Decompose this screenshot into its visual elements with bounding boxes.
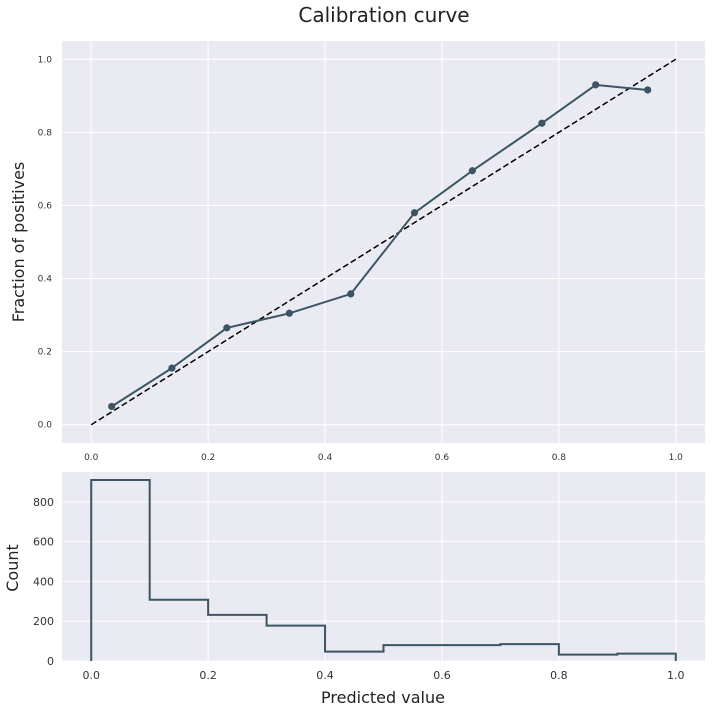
histogram-x-tick-label: 0.6	[433, 669, 451, 682]
calibration-point	[410, 209, 419, 217]
histogram-tick-labels: 0.0 0.2 0.4 0.6 0.8 1.0 0 200 400 600 800	[33, 496, 685, 682]
calibration-point	[592, 81, 600, 89]
histogram-marks	[90, 478, 677, 661]
histogram-x-tick-label: 0.0	[82, 669, 100, 682]
calibration-series-line	[111, 83, 648, 408]
calibration-x-tick-label: 0.0	[84, 453, 99, 463]
histogram-plot: 0.0 0.2 0.4 0.6 0.8 1.0 0 200 400 600 800 Count Pr…	[3, 472, 705, 707]
calibration-y-tick-label: 0.2	[38, 348, 52, 358]
calibration-point	[223, 324, 231, 332]
histogram-y-tick-label: 600	[33, 536, 54, 549]
calibration-marks	[90, 58, 677, 426]
calibration-y-tick-label: 1.0	[38, 55, 53, 65]
calibration-point	[644, 86, 652, 94]
calibration-y-tick-label: 0.0	[38, 421, 53, 431]
calibration-x-tick-label: 0.8	[552, 453, 567, 463]
histogram-y-tick-label: 400	[33, 575, 54, 588]
calibration-x-tick-label: 0.4	[318, 453, 333, 463]
calibration-tick-labels: 0.0 0.2 0.4 0.6 0.8 1.0 0.0 0.2 0.4 0.6 0.8 1.0	[38, 55, 684, 463]
histogram-x-tick-label: 0.8	[550, 669, 568, 682]
calibration-x-tick-label: 0.2	[201, 453, 215, 463]
calibration-y-tick-label: 0.4	[38, 275, 53, 285]
figure-title: Calibration curve	[298, 3, 469, 27]
histogram-y-tick-label: 200	[33, 615, 54, 628]
histogram-x-axis-label: Predicted value	[321, 688, 445, 707]
histogram-plot-background	[62, 472, 705, 661]
calibration-point	[108, 402, 116, 411]
calibration-gridlines	[62, 41, 705, 443]
calibration-y-axis-label: Fraction of positives	[9, 162, 28, 323]
calibration-plot: 0.0 0.2 0.4 0.6 0.8 1.0 0.0 0.2 0.4 0.6 0.8 1.0 Fra…	[9, 41, 705, 463]
histogram-step-outline	[90, 478, 677, 661]
histogram-y-axis-label: Count	[3, 544, 22, 592]
calibration-point	[347, 290, 355, 298]
calibration-point	[468, 167, 476, 175]
histogram-y-tick-label: 800	[33, 496, 54, 509]
calibration-x-tick-label: 0.6	[435, 453, 450, 463]
calibration-x-tick-label: 1.0	[669, 453, 684, 463]
histogram-x-tick-label: 0.4	[316, 669, 334, 682]
histogram-y-tick-label: 0	[47, 655, 54, 668]
calibration-y-tick-label: 0.8	[38, 128, 53, 138]
calibration-point	[168, 364, 176, 372]
histogram-x-tick-label: 1.0	[667, 669, 685, 682]
calibration-y-tick-label: 0.6	[38, 201, 53, 211]
perfect-calibration-line	[90, 58, 677, 426]
histogram-x-tick-label: 0.2	[199, 669, 217, 682]
calibration-point	[538, 119, 546, 127]
calibration-point	[285, 309, 293, 317]
